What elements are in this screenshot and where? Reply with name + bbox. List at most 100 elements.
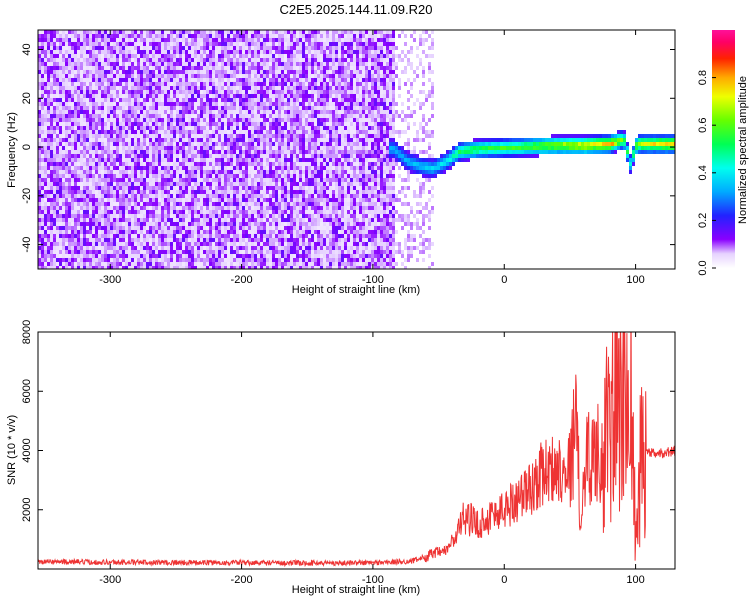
spectrogram-cell [83,238,86,242]
spectrogram-cell [140,70,143,74]
spectrogram-cell [221,266,224,269]
spectrogram-cell [77,250,80,254]
spectrogram-cell [146,50,149,54]
spectrogram-cell [116,126,119,130]
spectrogram-cell [104,30,107,34]
spectrogram-cell [170,54,173,58]
spectrogram-cell [284,50,287,54]
spectrogram-cell [170,162,173,166]
spectrogram-cell [107,166,110,170]
spectrogram-cell [44,238,47,242]
spectrogram-cell [152,130,155,134]
spectrogram-cell [98,222,101,226]
spectrogram-cell [254,130,257,134]
spectrogram-cell [158,226,161,230]
spectrogram-cell [164,174,167,178]
spectrogram-cell [53,218,56,222]
spectrogram-cell [104,70,107,74]
spectrogram-cell [89,186,92,190]
spectrogram-cell [164,34,167,38]
spectrogram-cell [227,222,230,226]
spectrogram-cell [38,126,41,130]
spectrogram-cell [206,62,209,66]
spectrogram-cell [116,98,119,102]
spectrogram-cell [89,122,92,126]
spectrogram-cell [242,58,245,62]
spectrogram-cell [170,186,173,190]
spectrogram-cell [164,94,167,98]
spectrogram-cell [266,166,269,170]
spectrogram-cell [140,138,143,142]
spectrogram-cell [47,50,50,54]
spectrogram-cell [242,98,245,102]
spectrogram-cell [68,142,71,146]
spectrogram-cell [62,30,65,34]
spectrogram-cell [266,162,269,166]
spectrogram-cell [212,230,215,234]
spectrogram-cell [188,266,191,269]
spectrogram-cell [206,122,209,126]
spectrogram-cell [236,62,239,66]
spectrogram-cell [272,82,275,86]
spectrogram-cell [125,178,128,182]
spectrogram-cell [50,114,53,118]
spectrogram-cell [98,186,101,190]
spectrogram-cell [155,98,158,102]
spectrogram-cell [131,194,134,198]
spectrogram-cell [179,254,182,258]
spectrogram-cell [101,90,104,94]
spectrogram-cell [203,82,206,86]
spectrogram-cell [74,118,77,122]
spectrogram-cell [212,58,215,62]
spectrogram-cell [278,138,281,142]
spectrogram-cell [236,138,239,142]
spectrogram-cell [188,254,191,258]
spectrogram-cell [158,158,161,162]
spectrogram-cell [248,198,251,202]
spectrogram-cell [65,62,68,66]
spectrogram-cell [44,134,47,138]
spectrogram-cell [230,34,233,38]
spectrogram-cell [128,182,131,186]
spectrogram-cell [227,130,230,134]
spectrogram-cell [200,246,203,250]
spectrogram-cell [152,70,155,74]
spectrogram-cell [206,42,209,46]
spectrogram-cell [170,174,173,178]
spectrogram-cell [215,134,218,138]
spectrogram-cell [38,122,41,126]
spectrogram-cell [128,178,131,182]
spectrogram-cell [110,34,113,38]
spectrogram-cell [236,230,239,234]
spectrogram-cell [209,174,212,178]
spectrogram-cell [269,34,272,38]
spectrogram-cell [125,238,128,242]
spectrogram-cell [206,130,209,134]
spectrogram-cell [173,58,176,62]
spectrogram-cell [77,50,80,54]
spectrogram-cell [230,230,233,234]
spectrogram-cell [86,66,89,70]
spectrogram-cell [212,62,215,66]
spectrogram-cell [140,150,143,154]
spectrogram-cell [191,154,194,158]
spectrogram-cell [248,242,251,246]
spectrogram-cell [77,214,80,218]
spectrogram-cell [182,34,185,38]
spectrogram-cell [143,54,146,58]
spectrogram-cell [149,158,152,162]
spectrogram-cell [212,194,215,198]
spectrogram-cell [239,74,242,78]
spectrogram-cell [239,58,242,62]
spectrogram-cell [203,166,206,170]
spectrogram-cell [113,122,116,126]
spectrogram-cell [161,130,164,134]
spectrogram-cell [62,230,65,234]
spectrogram-cell [44,78,47,82]
spectrogram-cell [41,42,44,46]
spectrogram-cell [116,170,119,174]
spectrogram-cell [230,102,233,106]
spectrogram-cell [230,218,233,222]
spectrogram-cell [95,242,98,246]
spectrogram-cell [191,62,194,66]
